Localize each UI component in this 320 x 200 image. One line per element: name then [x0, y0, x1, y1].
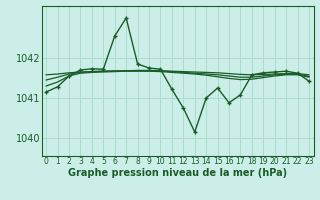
X-axis label: Graphe pression niveau de la mer (hPa): Graphe pression niveau de la mer (hPa): [68, 168, 287, 178]
